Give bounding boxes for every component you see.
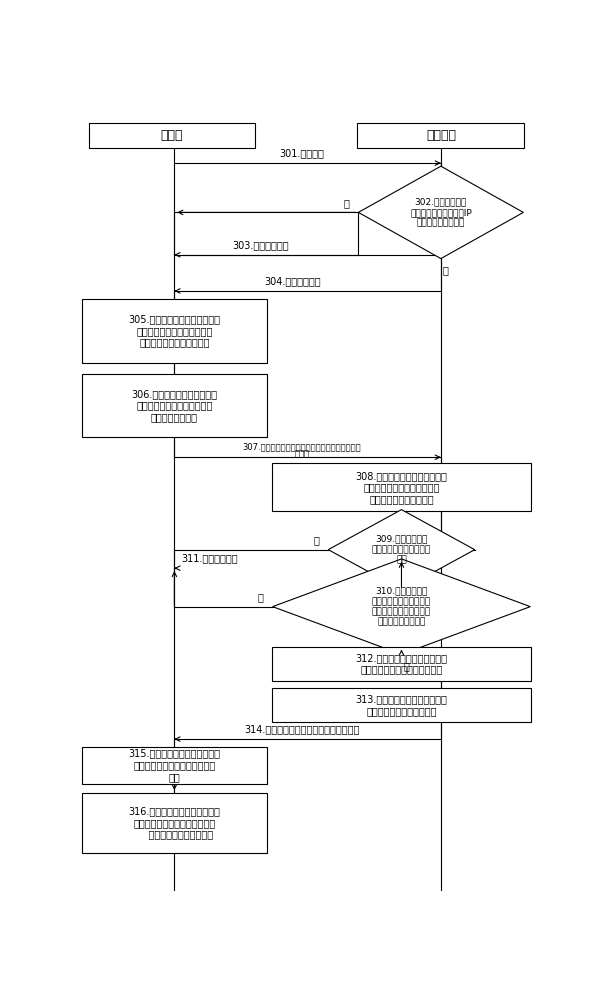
Text: 哈希值: 哈希值 <box>294 450 309 459</box>
FancyBboxPatch shape <box>82 299 267 363</box>
Text: 304.允许连接响应: 304.允许连接响应 <box>264 276 321 286</box>
Polygon shape <box>273 559 530 654</box>
Text: 314.加密后的第二随机数和第二签名信息: 314.加密后的第二随机数和第二签名信息 <box>244 724 359 734</box>
Text: 否: 否 <box>313 535 319 545</box>
Text: 否: 否 <box>258 592 263 602</box>
Text: 处理平台: 处理平台 <box>426 129 456 142</box>
Text: 否: 否 <box>343 198 349 208</box>
Text: 316.使用客户端私钥对第二随机
数和第二签名信息进行验证，验
    证通过后，登录处理平台: 316.使用客户端私钥对第二随机 数和第二签名信息进行验证，验 证通过后，登录处… <box>129 806 220 840</box>
Text: 306.使用服务端公钥对登录账
号、密码、第一随机数和第一
签名信息进行加密: 306.使用服务端公钥对登录账 号、密码、第一随机数和第一 签名信息进行加密 <box>132 389 218 422</box>
FancyBboxPatch shape <box>82 793 267 853</box>
Polygon shape <box>328 510 475 590</box>
Text: 是: 是 <box>443 265 448 275</box>
Text: 客户端: 客户端 <box>161 129 184 142</box>
Text: 305.使用客户端私钥对获取的登
录账号、密码和第一随机数进
行签名，得到第一签名信息: 305.使用客户端私钥对获取的登 录账号、密码和第一随机数进 行签名，得到第一签… <box>129 314 221 348</box>
Text: 301.连接请求: 301.连接请求 <box>279 148 324 158</box>
Text: 302.在数据库中查
找是否存在该客户端的IP
地址对应的记录数据: 302.在数据库中查 找是否存在该客户端的IP 地址对应的记录数据 <box>410 198 472 227</box>
Text: 是: 是 <box>403 661 409 671</box>
Text: 310.比较解密后得
到的登录账号和密码与数
据库中的该客户端的登录
账号和密码是否相同: 310.比较解密后得 到的登录账号和密码与数 据库中的该客户端的登录 账号和密码… <box>372 587 431 627</box>
Text: 313.使用客户端公钥对第二随机
数和第二签名信息进行加密: 313.使用客户端公钥对第二随机 数和第二签名信息进行加密 <box>356 694 447 716</box>
Text: 308.使用服务端私钥对加密后的
登录账号、密码、第一随机数
和第一签名信息进行解密: 308.使用服务端私钥对加密后的 登录账号、密码、第一随机数 和第一签名信息进行… <box>356 471 447 504</box>
FancyBboxPatch shape <box>89 123 255 148</box>
FancyBboxPatch shape <box>271 463 531 511</box>
Text: 309.使用客户端公
钥验证第一签名信息是否
正确: 309.使用客户端公 钥验证第一签名信息是否 正确 <box>372 535 431 565</box>
FancyBboxPatch shape <box>82 747 267 784</box>
Text: 315.使用客户端私钥对加密后的
第二随机数和第二签名信息进行
解密: 315.使用客户端私钥对加密后的 第二随机数和第二签名信息进行 解密 <box>129 749 221 782</box>
FancyBboxPatch shape <box>358 123 524 148</box>
Text: 312.使用服务端私钥对第二随机
数进行签名，得到第二签名信息: 312.使用服务端私钥对第二随机 数进行签名，得到第二签名信息 <box>355 653 447 674</box>
FancyBboxPatch shape <box>82 374 267 437</box>
Text: 303.拒绝连接响应: 303.拒绝连接响应 <box>232 240 288 250</box>
FancyBboxPatch shape <box>271 647 531 681</box>
Text: 311.拒绝登录响应: 311.拒绝登录响应 <box>181 553 237 563</box>
Text: 307.加密后的登录账号、密码、第一随机数和第一: 307.加密后的登录账号、密码、第一随机数和第一 <box>243 443 361 452</box>
Polygon shape <box>358 166 523 259</box>
FancyBboxPatch shape <box>271 688 531 722</box>
